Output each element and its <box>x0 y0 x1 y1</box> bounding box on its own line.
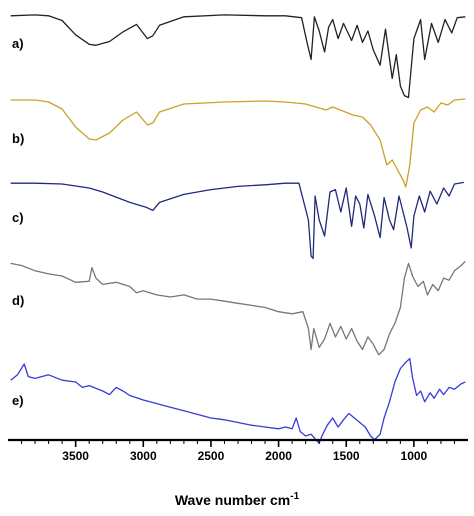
spectrum-line-a <box>10 14 466 99</box>
spectrum-line-d <box>10 260 466 356</box>
spectrum-labels: a) b) c) d) e) <box>12 36 24 408</box>
x-tick-label-1500: 1500 <box>333 449 360 463</box>
spectrum-line-b <box>10 98 466 188</box>
spectrum-label-a: a) <box>12 36 24 51</box>
x-axis-title-main: Wave number cm <box>175 492 290 508</box>
x-tick-label-3500: 3500 <box>62 449 89 463</box>
spectrum-label-d: d) <box>12 293 24 308</box>
x-tick-label-1000: 1000 <box>401 449 428 463</box>
spectrum-label-b: b) <box>12 131 24 146</box>
spectrum-line-c <box>10 181 465 260</box>
x-axis: 3500 3000 2500 2000 1500 1000 <box>8 438 468 463</box>
spectra-group <box>10 14 466 444</box>
spectrum-label-e: e) <box>12 393 24 408</box>
spectrum-line-e <box>10 357 466 444</box>
x-tick-label-3000: 3000 <box>130 449 157 463</box>
x-tick-label-2500: 2500 <box>198 449 225 463</box>
x-tick-label-2000: 2000 <box>265 449 292 463</box>
x-axis-title-superscript: -1 <box>290 491 299 502</box>
spectrum-label-c: c) <box>12 210 24 225</box>
x-axis-title: Wave number cm-1 <box>175 491 300 508</box>
